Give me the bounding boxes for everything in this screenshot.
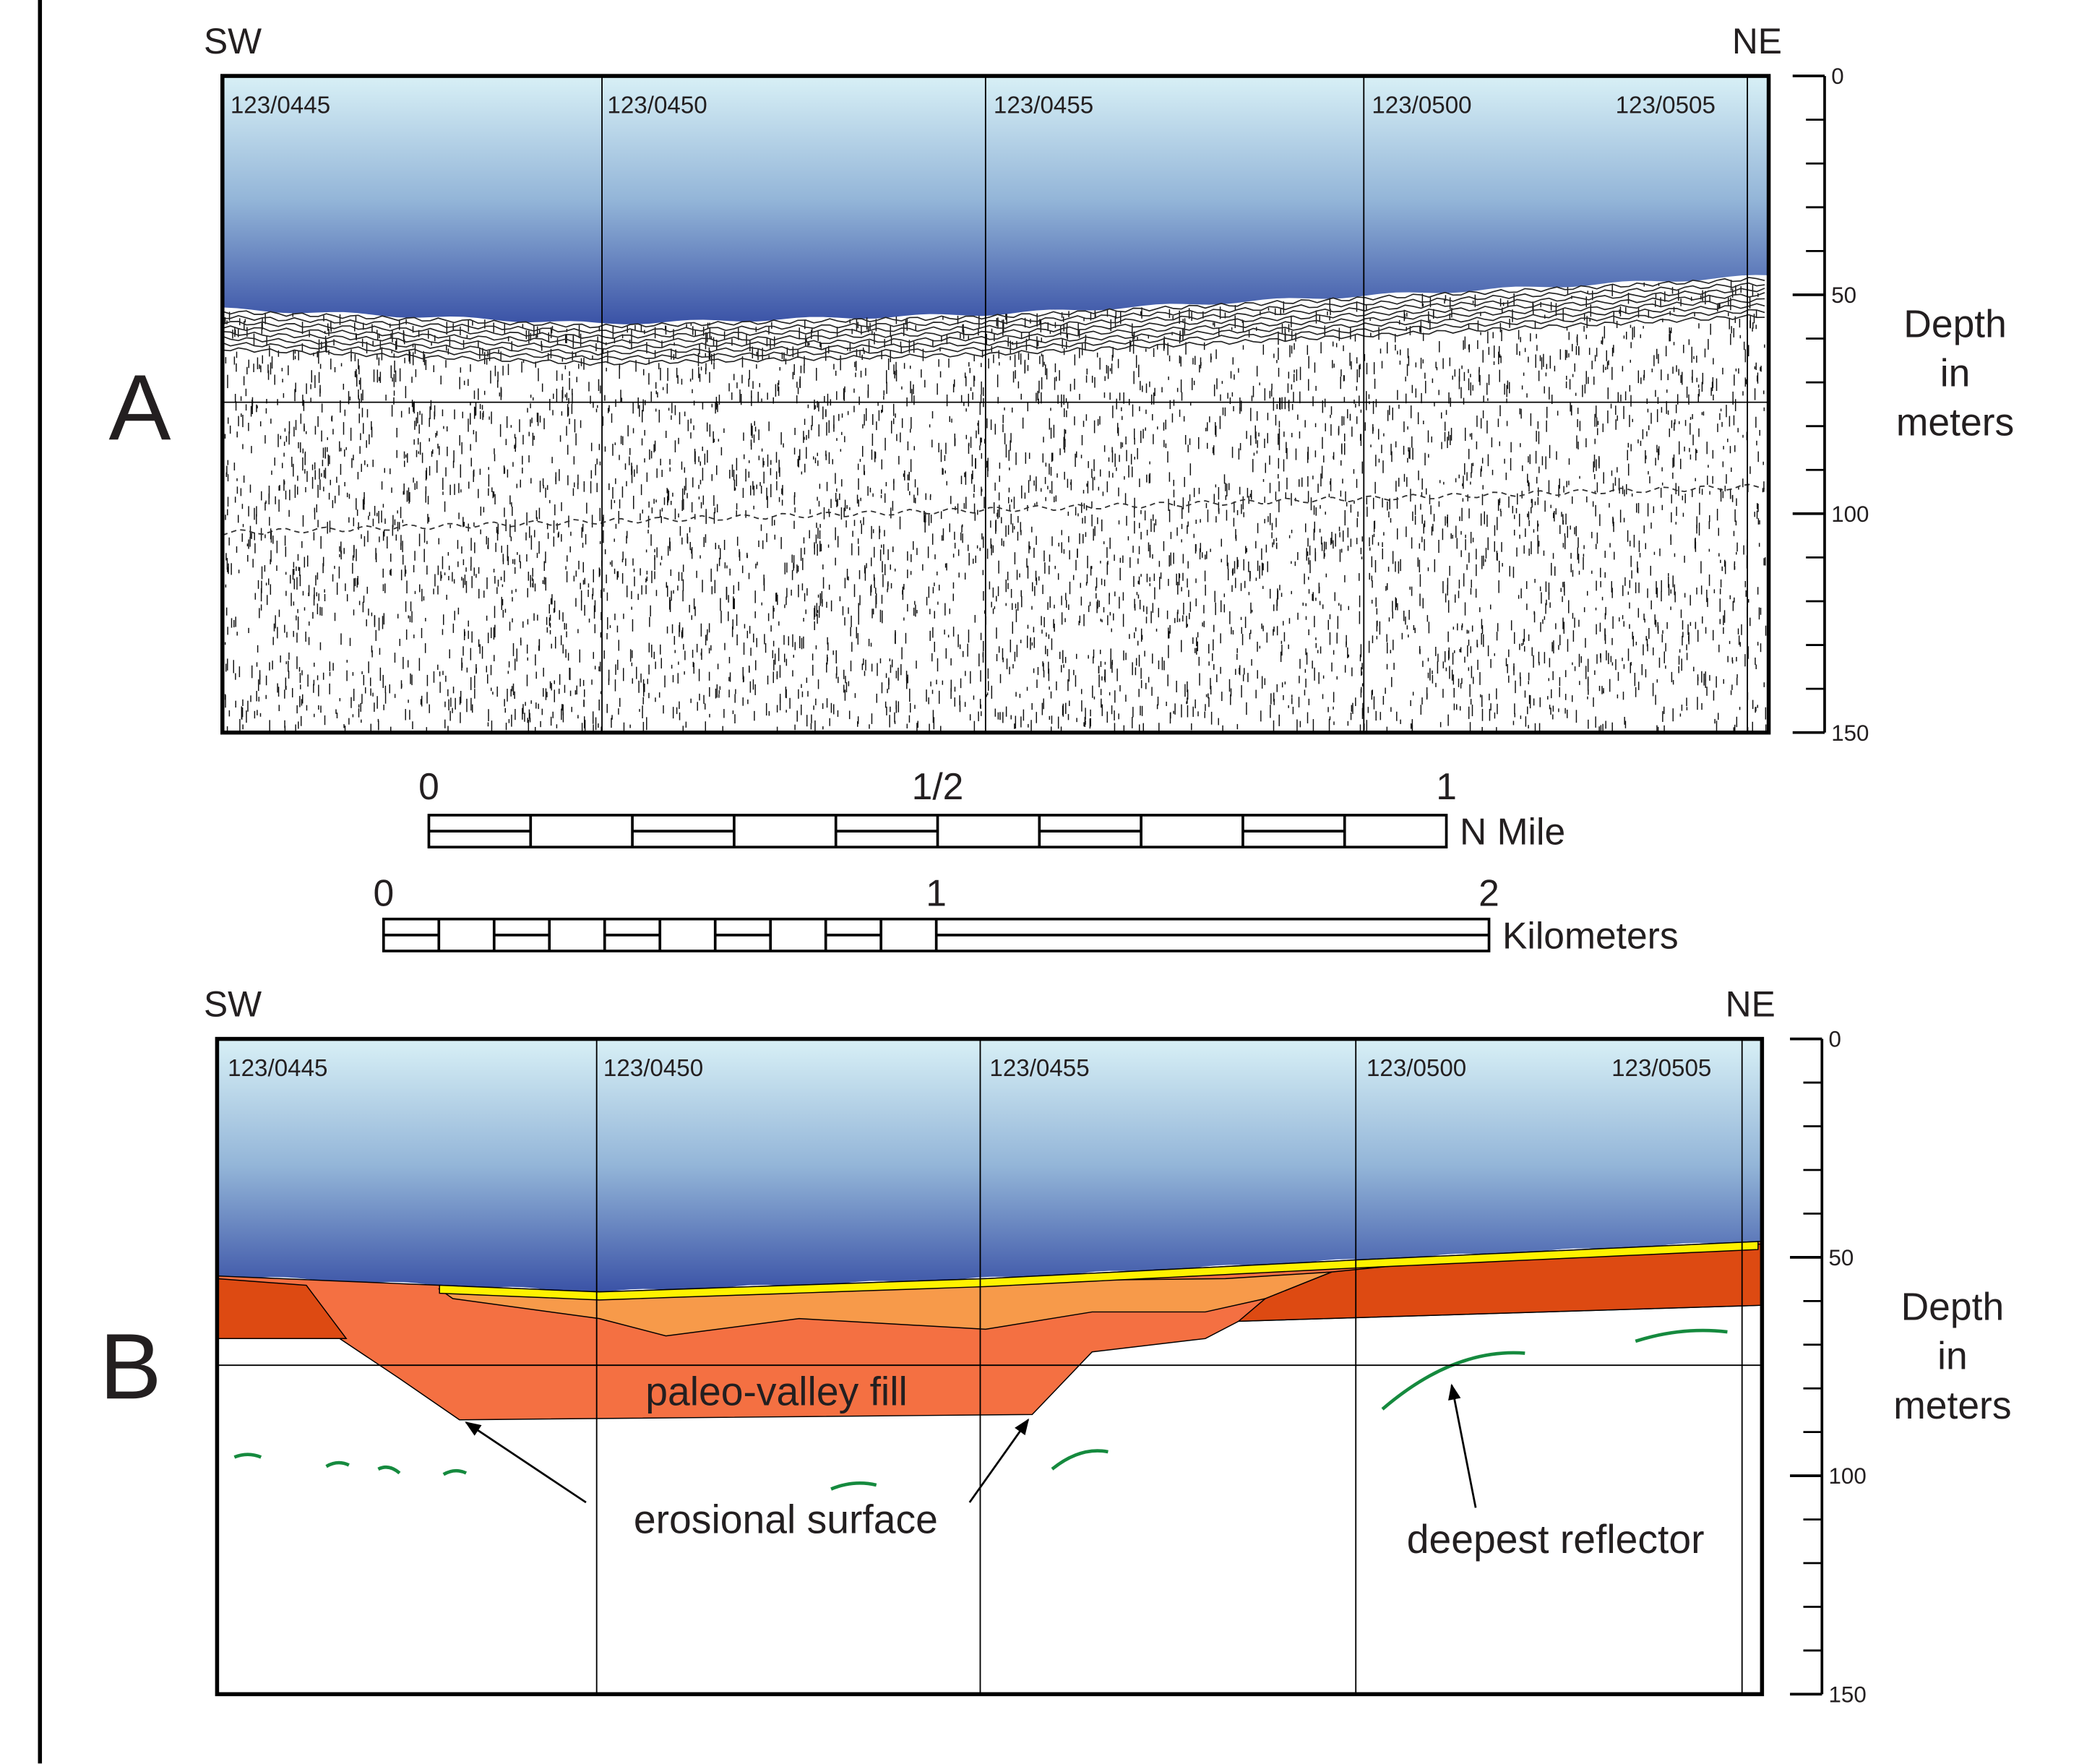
figure: ASWNE123/0445123/0450123/0455123/0500123… [0,0,2079,1764]
page: ASWNE123/0445123/0450123/0455123/0500123… [0,0,2079,1764]
seismic-record [223,277,1766,731]
